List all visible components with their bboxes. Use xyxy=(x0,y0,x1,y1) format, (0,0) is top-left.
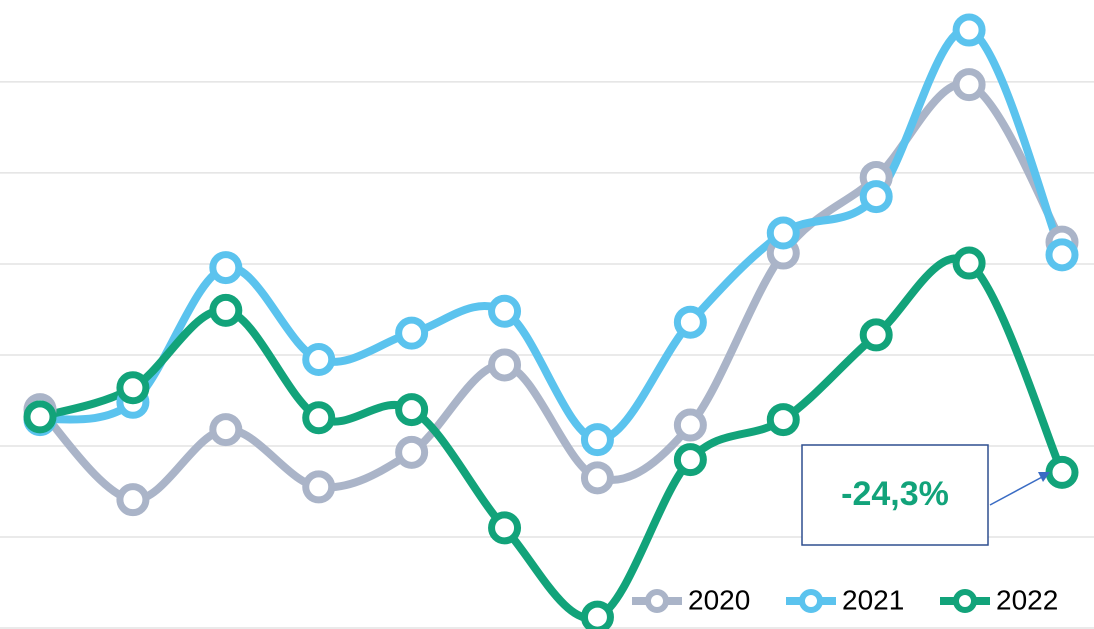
annotation-arrow xyxy=(989,475,1045,506)
series-line xyxy=(36,254,1066,623)
marker xyxy=(395,435,429,469)
marker xyxy=(673,305,707,339)
marker xyxy=(673,408,707,442)
marker xyxy=(580,600,614,629)
marker xyxy=(488,511,522,545)
marker xyxy=(209,413,243,447)
marker xyxy=(952,68,986,102)
arrow-head xyxy=(1038,472,1050,482)
marker xyxy=(766,403,800,437)
legend-label: 2022 xyxy=(996,584,1058,615)
legend: 2020 2021 2022 xyxy=(632,584,1058,615)
marker xyxy=(952,246,986,280)
annotation: -24,3% xyxy=(841,475,949,513)
marker xyxy=(395,393,429,427)
marker xyxy=(580,461,614,495)
legend-marker xyxy=(799,589,823,613)
marker xyxy=(952,13,986,47)
marker xyxy=(859,318,893,352)
marker xyxy=(488,294,522,328)
annotation-box xyxy=(801,444,989,546)
marker xyxy=(1045,238,1079,272)
grid xyxy=(0,81,1094,629)
legend-marker xyxy=(645,589,669,613)
marker xyxy=(302,470,336,504)
marker xyxy=(488,348,522,382)
marker xyxy=(209,251,243,285)
legend-label: 2021 xyxy=(842,584,904,615)
marker xyxy=(302,343,336,377)
marker xyxy=(766,216,800,250)
marker xyxy=(580,423,614,457)
marker xyxy=(116,483,150,517)
marker xyxy=(1045,455,1079,489)
legend-label: 2020 xyxy=(688,584,750,615)
marker xyxy=(23,400,57,434)
marker xyxy=(209,293,243,327)
marker xyxy=(395,316,429,350)
legend-marker xyxy=(953,589,977,613)
marker xyxy=(859,180,893,214)
marker xyxy=(302,401,336,435)
series-line xyxy=(36,26,1066,444)
marker xyxy=(116,371,150,405)
plot xyxy=(23,13,1079,629)
marker xyxy=(673,443,707,477)
